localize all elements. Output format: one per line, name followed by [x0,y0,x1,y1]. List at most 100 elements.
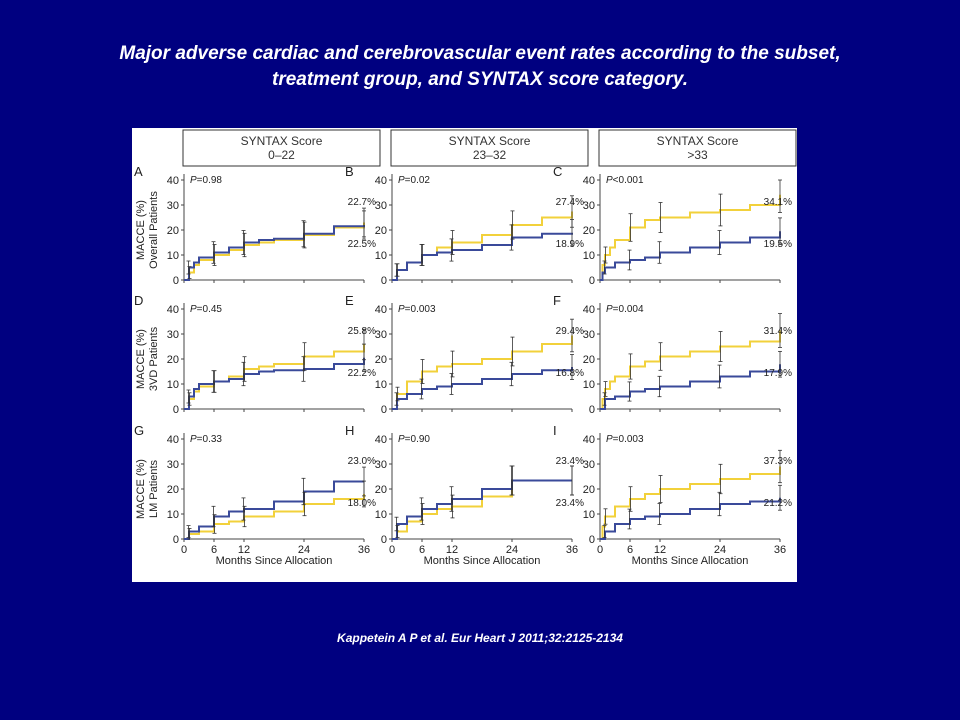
y-tick-label: 30 [375,329,387,341]
end-label-top: 34.1% [764,197,792,208]
y-tick-label: 0 [381,534,387,546]
series-b-line [600,231,781,281]
end-label-bottom: 17.9% [764,368,792,379]
y-tick-label: 30 [167,329,179,341]
x-tick-label: 0 [597,544,603,556]
panel-d: D 0 10 20 30 40 P=0.45 25.8% 22.2% [134,293,376,416]
panel-b: B 0 10 20 30 40 P=0.02 27.4% 18.9% [345,164,584,287]
x-tick-label: 12 [446,544,458,556]
p-symbol: P [398,304,405,315]
series-a-line [600,194,781,281]
panel-g: G 0 10 20 30 40 0 6 12 24 36 Months Since Allocatio… [134,423,376,567]
p-value: P=0.004 [606,304,644,315]
p-symbol: P [190,434,197,445]
column-header-title-2: SYNTAX Score [449,134,531,148]
row-label-metric-3: MACCE (%) [135,459,147,519]
column-header-box-1 [182,129,381,167]
column-header-box-3 [598,129,797,167]
x-axis-label: Months Since Allocation [632,555,749,567]
panel-letter-i: I [553,423,557,438]
panel-letter-f: F [553,293,561,308]
y-tick-label: 30 [375,459,387,471]
column-header-title-1: SYNTAX Score [241,134,323,148]
y-tick-label: 10 [375,379,387,391]
x-tick-label: 24 [506,544,518,556]
y-tick-label: 0 [381,404,387,416]
end-label-top: 23.0% [348,456,376,467]
p-value: P=0.33 [190,434,222,445]
y-tick-label: 10 [375,250,387,262]
x-tick-label: 24 [298,544,310,556]
p-value-text: =0.004 [613,304,644,315]
series-a-line [184,494,365,540]
column-header-title-3: SYNTAX Score [657,134,739,148]
end-label-bottom: 18.0% [348,498,376,509]
end-label-bottom: 23.4% [556,498,584,509]
y-tick-label: 20 [583,225,595,237]
x-axis-label: Months Since Allocation [216,555,333,567]
p-value-text: <0.001 [613,175,644,186]
y-tick-label: 0 [589,404,595,416]
y-tick-label: 10 [167,250,179,262]
panel-letter-b: B [345,164,354,179]
p-value: P=0.003 [398,304,436,315]
p-value: P=0.98 [190,175,222,186]
end-label-bottom: 18.9% [556,239,584,250]
y-tick-label: 0 [173,534,179,546]
column-header-range-3: >33 [687,148,708,162]
p-symbol: P [606,175,613,186]
end-label-bottom: 21.2% [764,498,792,509]
y-tick-label: 30 [167,459,179,471]
panel-f: F 0 10 20 30 40 P=0.004 31.4% 17.9% [553,293,792,416]
end-label-bottom: 22.2% [348,368,376,379]
y-tick-label: 20 [167,354,179,366]
y-tick-label: 10 [583,509,595,521]
y-tick-label: 40 [167,304,179,316]
y-tick-label: 20 [167,484,179,496]
y-tick-label: 40 [375,434,387,446]
x-tick-label: 36 [358,544,370,556]
end-label-top: 31.4% [764,326,792,337]
x-axis-label: Months Since Allocation [424,555,541,567]
y-tick-label: 40 [167,434,179,446]
y-tick-label: 40 [583,175,595,187]
y-tick-label: 40 [167,175,179,187]
end-label-top: 37.3% [764,456,792,467]
x-tick-label: 6 [627,544,633,556]
series-a-line [600,330,781,410]
y-tick-label: 20 [583,484,595,496]
y-tick-label: 20 [375,484,387,496]
series-b-line [600,364,781,410]
end-label-top: 29.4% [556,326,584,337]
y-tick-label: 40 [375,175,387,187]
y-tick-label: 30 [167,200,179,212]
y-tick-label: 40 [583,304,595,316]
x-tick-label: 0 [389,544,395,556]
x-tick-label: 12 [654,544,666,556]
y-tick-label: 10 [583,379,595,391]
y-tick-label: 0 [173,275,179,287]
p-symbol: P [398,434,405,445]
series-a-line [600,466,781,540]
p-value-text: =0.02 [405,175,431,186]
panel-letter-h: H [345,423,354,438]
series-b-line [392,479,572,540]
y-tick-label: 10 [583,250,595,262]
y-tick-label: 10 [167,379,179,391]
series-a-line [392,335,573,410]
p-value-text: =0.003 [613,434,644,445]
panel-letter-g: G [134,423,144,438]
title-line-2: treatment group, and SYNTAX score catego… [272,69,688,90]
panel-a: A 0 10 20 30 40 P=0.98 22.7% 22.5% [134,164,376,287]
p-value-text: =0.98 [197,175,223,186]
y-tick-label: 0 [381,275,387,287]
panel-c: C 0 10 20 30 40 P<0.001 34.1% 19.5% [553,164,792,287]
row-label-subset-2: 3VD Patients [148,326,160,391]
end-label-top: 25.8% [348,326,376,337]
title-line-1: Major adverse cardiac and cerebrovascula… [119,43,841,64]
y-tick-label: 30 [583,329,595,341]
y-tick-label: 20 [583,354,595,366]
y-tick-label: 30 [583,459,595,471]
x-tick-label: 36 [774,544,786,556]
end-label-bottom: 22.5% [348,239,376,250]
